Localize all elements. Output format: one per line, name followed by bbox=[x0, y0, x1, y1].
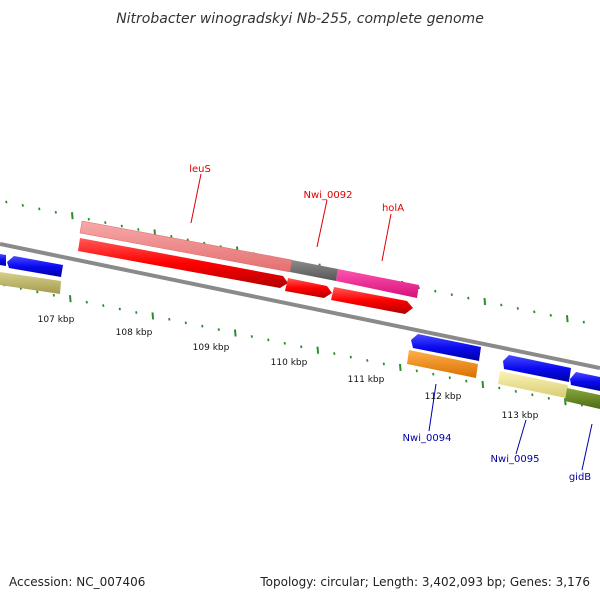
scale-tick-minor bbox=[300, 345, 303, 349]
nwi0095-leader-line bbox=[515, 419, 527, 455]
scale-tick-minor bbox=[500, 303, 503, 307]
scale-tick-label: 109 kbp bbox=[193, 343, 230, 353]
scale-tick-label: 113 kbp bbox=[502, 411, 539, 421]
scale-tick-minor bbox=[137, 228, 140, 231]
nwi0092-label[interactable]: Nwi_0092 bbox=[304, 190, 353, 201]
genome-summary-text: Topology: circular; Length: 3,402,093 bp… bbox=[259, 575, 590, 589]
gidB-label[interactable]: gidB bbox=[569, 472, 591, 483]
scale-tick-label: 110 kbp bbox=[271, 358, 308, 368]
scale-tick-minor bbox=[531, 393, 534, 397]
scale-tick-label: 111 kbp bbox=[348, 375, 385, 385]
scale-tick-major bbox=[481, 380, 485, 389]
nwi0095-label[interactable]: Nwi_0095 bbox=[491, 454, 540, 465]
scale-tick-minor bbox=[366, 359, 369, 362]
leuS-leader-line bbox=[190, 173, 202, 224]
scale-tick-minor bbox=[38, 207, 41, 211]
scale-tick-major bbox=[71, 212, 74, 220]
scale-tick-label: 108 kbp bbox=[116, 328, 153, 338]
scale-tick-major bbox=[564, 398, 567, 406]
nwi0095-cds-arrow[interactable] bbox=[503, 355, 571, 382]
left-blue-cds-arrow-2[interactable] bbox=[7, 256, 63, 277]
scale-tick-minor bbox=[514, 389, 517, 393]
scale-tick-minor bbox=[5, 200, 8, 204]
scale-tick-minor bbox=[448, 376, 451, 380]
scale-tick-minor bbox=[52, 293, 55, 297]
holA-label[interactable]: holA bbox=[382, 203, 404, 214]
nwi0092-feature-bar[interactable] bbox=[290, 260, 338, 281]
accession-text: Accession: NC_007406 bbox=[9, 575, 145, 589]
scale-tick-minor bbox=[516, 306, 519, 310]
scale-tick-minor bbox=[349, 355, 352, 359]
scale-tick-minor bbox=[118, 307, 121, 311]
scale-tick-minor bbox=[54, 210, 57, 214]
gidB-leader-line bbox=[581, 423, 593, 471]
scale-tick-minor bbox=[36, 290, 39, 294]
scale-tick-minor bbox=[184, 321, 187, 325]
scale-tick-minor bbox=[450, 293, 453, 297]
scale-tick-major bbox=[566, 315, 569, 323]
scale-tick-label: 107 kbp bbox=[38, 315, 75, 325]
holA-cds-arrow[interactable] bbox=[331, 287, 413, 314]
scale-tick-minor bbox=[467, 296, 470, 300]
scale-tick-minor bbox=[549, 313, 552, 317]
scale-tick-minor bbox=[87, 217, 90, 221]
left-olive-feature-bar[interactable] bbox=[0, 272, 61, 294]
scale-tick-minor bbox=[250, 335, 253, 338]
scale-tick-minor bbox=[547, 396, 550, 400]
nwi0092-leader-line bbox=[316, 199, 328, 248]
backbone-line bbox=[0, 242, 600, 370]
scale-tick-minor bbox=[85, 300, 88, 304]
lower-tick-track bbox=[3, 283, 583, 407]
scale-tick-minor bbox=[170, 234, 173, 238]
scale-tick-minor bbox=[135, 311, 138, 314]
scale-tick-minor bbox=[217, 328, 220, 332]
holA-leader-line bbox=[381, 213, 392, 262]
scale-tick-minor bbox=[168, 317, 171, 321]
leuS-label[interactable]: leuS bbox=[189, 164, 211, 175]
scale-tick-minor bbox=[415, 369, 418, 373]
scale-tick-minor bbox=[283, 341, 286, 345]
scale-tick-minor bbox=[333, 352, 336, 356]
scale-tick-minor bbox=[104, 221, 107, 225]
scale-tick-minor bbox=[434, 289, 437, 293]
scale-tick-major bbox=[151, 312, 155, 320]
scale-tick-minor bbox=[102, 304, 105, 308]
map-title: Nitrobacter winogradskyi Nb-255, complet… bbox=[116, 11, 484, 27]
scale-tick-major bbox=[69, 295, 72, 303]
gidB-feature-bar[interactable] bbox=[565, 388, 600, 409]
left-blue-cds-arrow[interactable] bbox=[0, 254, 6, 266]
scale-tick-minor bbox=[582, 320, 585, 324]
nwi0092-cds-arrow[interactable] bbox=[285, 278, 332, 298]
nwi0095-feature-bar[interactable] bbox=[498, 371, 568, 398]
scale-tick-major bbox=[483, 297, 487, 306]
scale-tick-minor bbox=[267, 338, 270, 342]
nwi0094-feature-bar[interactable] bbox=[407, 350, 478, 378]
scale-tick-minor bbox=[498, 386, 501, 390]
scale-tick-major bbox=[234, 329, 237, 337]
scale-tick-minor bbox=[201, 324, 204, 328]
holA-feature-bar[interactable] bbox=[336, 269, 419, 298]
leuS-cds-arrow[interactable] bbox=[78, 238, 288, 288]
scale-tick-minor bbox=[533, 310, 536, 314]
scale-tick-minor bbox=[382, 362, 385, 366]
nwi0094-cds-arrow[interactable] bbox=[411, 334, 481, 361]
scale-tick-label: 112 kbp bbox=[425, 392, 462, 402]
scale-tick-major bbox=[316, 346, 320, 354]
gidB-cds-arrow[interactable] bbox=[570, 372, 600, 391]
nwi0094-leader-line bbox=[428, 383, 437, 432]
scale-tick-minor bbox=[120, 224, 123, 228]
scale-tick-minor bbox=[465, 379, 468, 383]
scale-tick-major bbox=[399, 363, 402, 371]
nwi0094-label[interactable]: Nwi_0094 bbox=[403, 433, 452, 444]
scale-tick-minor bbox=[432, 372, 435, 376]
scale-tick-minor bbox=[21, 203, 24, 207]
